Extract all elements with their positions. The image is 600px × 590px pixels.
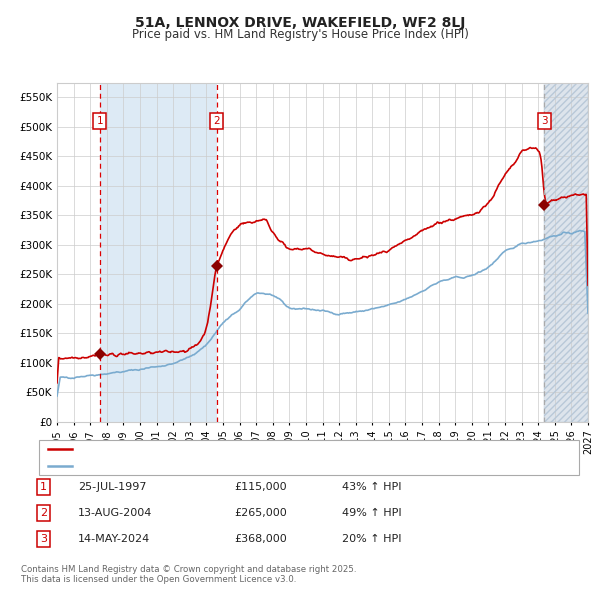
Text: Price paid vs. HM Land Registry's House Price Index (HPI): Price paid vs. HM Land Registry's House … — [131, 28, 469, 41]
Bar — [100, 83, 217, 422]
Text: 1: 1 — [40, 482, 47, 491]
Text: 14-MAY-2024: 14-MAY-2024 — [78, 534, 150, 543]
Text: This data is licensed under the Open Government Licence v3.0.: This data is licensed under the Open Gov… — [21, 575, 296, 584]
Text: 2: 2 — [40, 508, 47, 517]
Text: Contains HM Land Registry data © Crown copyright and database right 2025.: Contains HM Land Registry data © Crown c… — [21, 565, 356, 574]
Text: £368,000: £368,000 — [234, 534, 287, 543]
Text: 25-JUL-1997: 25-JUL-1997 — [78, 482, 146, 491]
Text: 13-AUG-2004: 13-AUG-2004 — [78, 508, 152, 517]
Text: 43% ↑ HPI: 43% ↑ HPI — [342, 482, 401, 491]
Text: 3: 3 — [40, 534, 47, 543]
Text: £115,000: £115,000 — [234, 482, 287, 491]
Text: 2: 2 — [214, 116, 220, 126]
Text: 20% ↑ HPI: 20% ↑ HPI — [342, 534, 401, 543]
Bar — [544, 83, 588, 422]
Text: 3: 3 — [541, 116, 548, 126]
Text: 49% ↑ HPI: 49% ↑ HPI — [342, 508, 401, 517]
Text: 51A, LENNOX DRIVE, WAKEFIELD, WF2 8LJ: 51A, LENNOX DRIVE, WAKEFIELD, WF2 8LJ — [135, 16, 465, 30]
Bar — [544, 83, 588, 422]
Text: 51A, LENNOX DRIVE, WAKEFIELD, WF2 8LJ (detached house): 51A, LENNOX DRIVE, WAKEFIELD, WF2 8LJ (d… — [76, 444, 389, 454]
Text: 1: 1 — [97, 116, 103, 126]
Text: £265,000: £265,000 — [234, 508, 287, 517]
Text: HPI: Average price, detached house, Wakefield: HPI: Average price, detached house, Wake… — [76, 461, 320, 471]
